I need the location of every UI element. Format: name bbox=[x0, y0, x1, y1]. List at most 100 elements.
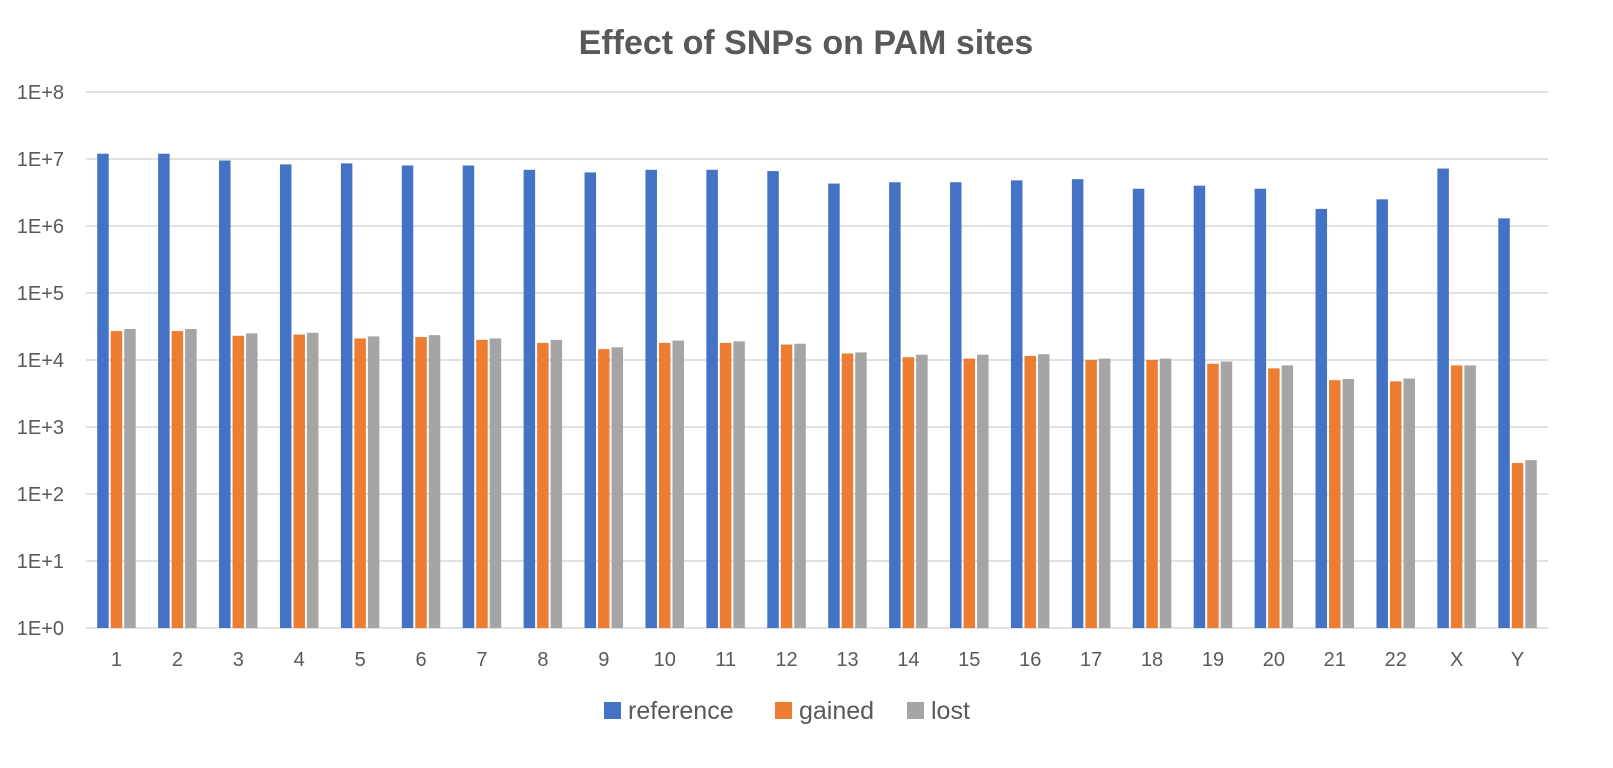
bar-gained-3 bbox=[232, 335, 245, 628]
x-tick-label: 16 bbox=[1019, 649, 1041, 671]
x-tick-label: Y bbox=[1511, 649, 1524, 671]
legend-swatch-reference bbox=[604, 702, 621, 719]
bar-lost-11 bbox=[733, 341, 745, 628]
y-tick-label: 1E+6 bbox=[17, 216, 64, 238]
legend-swatch-gained bbox=[775, 702, 792, 719]
bar-reference-15 bbox=[950, 182, 962, 629]
x-tick-label: 21 bbox=[1324, 649, 1346, 671]
y-tick-label: 1E+1 bbox=[17, 551, 64, 573]
bar-reference-22 bbox=[1376, 199, 1388, 628]
bar-gained-5 bbox=[354, 338, 366, 628]
bar-gained-12 bbox=[780, 344, 793, 628]
bar-reference-2 bbox=[158, 153, 170, 628]
bar-reference-1 bbox=[97, 153, 109, 628]
bar-gained-4 bbox=[293, 334, 305, 628]
x-tick-label: 17 bbox=[1080, 649, 1102, 671]
x-tick-label: 18 bbox=[1141, 649, 1163, 671]
bar-lost-Y bbox=[1525, 460, 1537, 628]
bar-reference-X bbox=[1437, 168, 1449, 628]
legend: reference gained lost bbox=[604, 697, 970, 725]
bar-reference-19 bbox=[1193, 185, 1206, 628]
legend-swatch-lost bbox=[907, 702, 924, 719]
bar-lost-21 bbox=[1342, 379, 1355, 628]
bar-gained-21 bbox=[1329, 380, 1341, 628]
x-tick-label: 22 bbox=[1385, 649, 1407, 671]
bar-gained-17 bbox=[1085, 360, 1097, 628]
bar-gained-9 bbox=[598, 349, 610, 628]
legend-label-gained: gained bbox=[799, 697, 874, 725]
x-tick-label: 14 bbox=[897, 649, 919, 671]
x-tick-label: 5 bbox=[355, 649, 366, 671]
y-tick-label: 1E+3 bbox=[17, 417, 64, 439]
bar-gained-6 bbox=[415, 337, 427, 628]
bar-gained-10 bbox=[658, 342, 671, 628]
bar-reference-10 bbox=[645, 169, 657, 628]
bar-reference-18 bbox=[1132, 188, 1145, 629]
bar-lost-14 bbox=[916, 354, 928, 628]
bar-gained-8 bbox=[537, 342, 549, 628]
x-tick-label: 2 bbox=[172, 649, 183, 671]
bar-lost-10 bbox=[672, 340, 684, 628]
x-tick-label: 12 bbox=[775, 649, 797, 671]
bar-gained-15 bbox=[963, 358, 976, 628]
bar-lost-1 bbox=[124, 329, 136, 628]
bar-reference-21 bbox=[1315, 208, 1328, 629]
bar-reference-17 bbox=[1071, 179, 1084, 628]
bar-gained-19 bbox=[1207, 363, 1219, 628]
x-tick-label: 4 bbox=[294, 649, 305, 671]
bar-gained-18 bbox=[1146, 360, 1158, 628]
bar-reference-9 bbox=[584, 172, 597, 628]
bar-reference-16 bbox=[1010, 180, 1023, 628]
bar-reference-14 bbox=[889, 182, 901, 629]
x-tick-label: 8 bbox=[537, 649, 548, 671]
bar-reference-7 bbox=[462, 165, 475, 628]
bar-lost-15 bbox=[977, 354, 989, 628]
x-tick-label: 6 bbox=[415, 649, 426, 671]
bar-lost-9 bbox=[611, 347, 624, 628]
bar-gained-Y bbox=[1511, 463, 1524, 628]
x-tick-label: 7 bbox=[476, 649, 487, 671]
x-tick-label: 3 bbox=[233, 649, 244, 671]
y-tick-label: 1E+7 bbox=[17, 149, 64, 171]
gridlines bbox=[86, 91, 1548, 629]
bar-gained-11 bbox=[719, 342, 732, 628]
bar-lost-19 bbox=[1220, 361, 1233, 628]
bar-reference-12 bbox=[767, 171, 779, 628]
bar-gained-20 bbox=[1268, 368, 1280, 628]
bar-gained-13 bbox=[841, 353, 854, 628]
y-axis-tick-labels: 1E+0 1E+1 1E+2 1E+3 1E+4 1E+5 1E+6 1E+7 1E+8 bbox=[17, 82, 64, 640]
bar-lost-5 bbox=[367, 336, 380, 628]
bar-reference-8 bbox=[523, 169, 536, 628]
bar-gained-7 bbox=[476, 339, 488, 628]
bar-gained-1 bbox=[110, 331, 123, 628]
y-tick-label: 1E+4 bbox=[17, 350, 64, 372]
bar-reference-4 bbox=[279, 164, 292, 629]
x-axis-tick-labels: 1 2 3 4 5 6 7 8 9 10 11 12 13 14 15 16 17 18 19 20 21 22 X Y bbox=[111, 649, 1524, 671]
bar-gained-16 bbox=[1024, 355, 1036, 628]
x-tick-label: 19 bbox=[1202, 649, 1224, 671]
x-tick-label: 11 bbox=[715, 649, 736, 671]
bar-lost-17 bbox=[1098, 358, 1111, 628]
bar-lost-X bbox=[1464, 365, 1476, 628]
x-tick-label: 13 bbox=[836, 649, 858, 671]
bar-lost-7 bbox=[489, 338, 502, 628]
bar-lost-8 bbox=[550, 339, 563, 628]
bars bbox=[97, 153, 1537, 629]
x-tick-label: 1 bbox=[111, 649, 122, 671]
bar-reference-3 bbox=[219, 160, 231, 628]
y-tick-label: 1E+5 bbox=[17, 283, 64, 305]
legend-label-reference: reference bbox=[628, 697, 734, 725]
bar-lost-16 bbox=[1037, 354, 1050, 628]
bar-reference-11 bbox=[706, 169, 718, 628]
bar-gained-2 bbox=[171, 331, 184, 628]
bar-lost-12 bbox=[794, 343, 806, 628]
chart-title: Effect of SNPs on PAM sites bbox=[579, 24, 1034, 62]
bar-lost-20 bbox=[1281, 365, 1294, 628]
bar-gained-22 bbox=[1389, 381, 1402, 628]
bar-lost-6 bbox=[428, 335, 441, 628]
y-tick-label: 1E+0 bbox=[17, 618, 64, 640]
x-tick-label: 20 bbox=[1263, 649, 1285, 671]
x-tick-label: 15 bbox=[958, 649, 980, 671]
